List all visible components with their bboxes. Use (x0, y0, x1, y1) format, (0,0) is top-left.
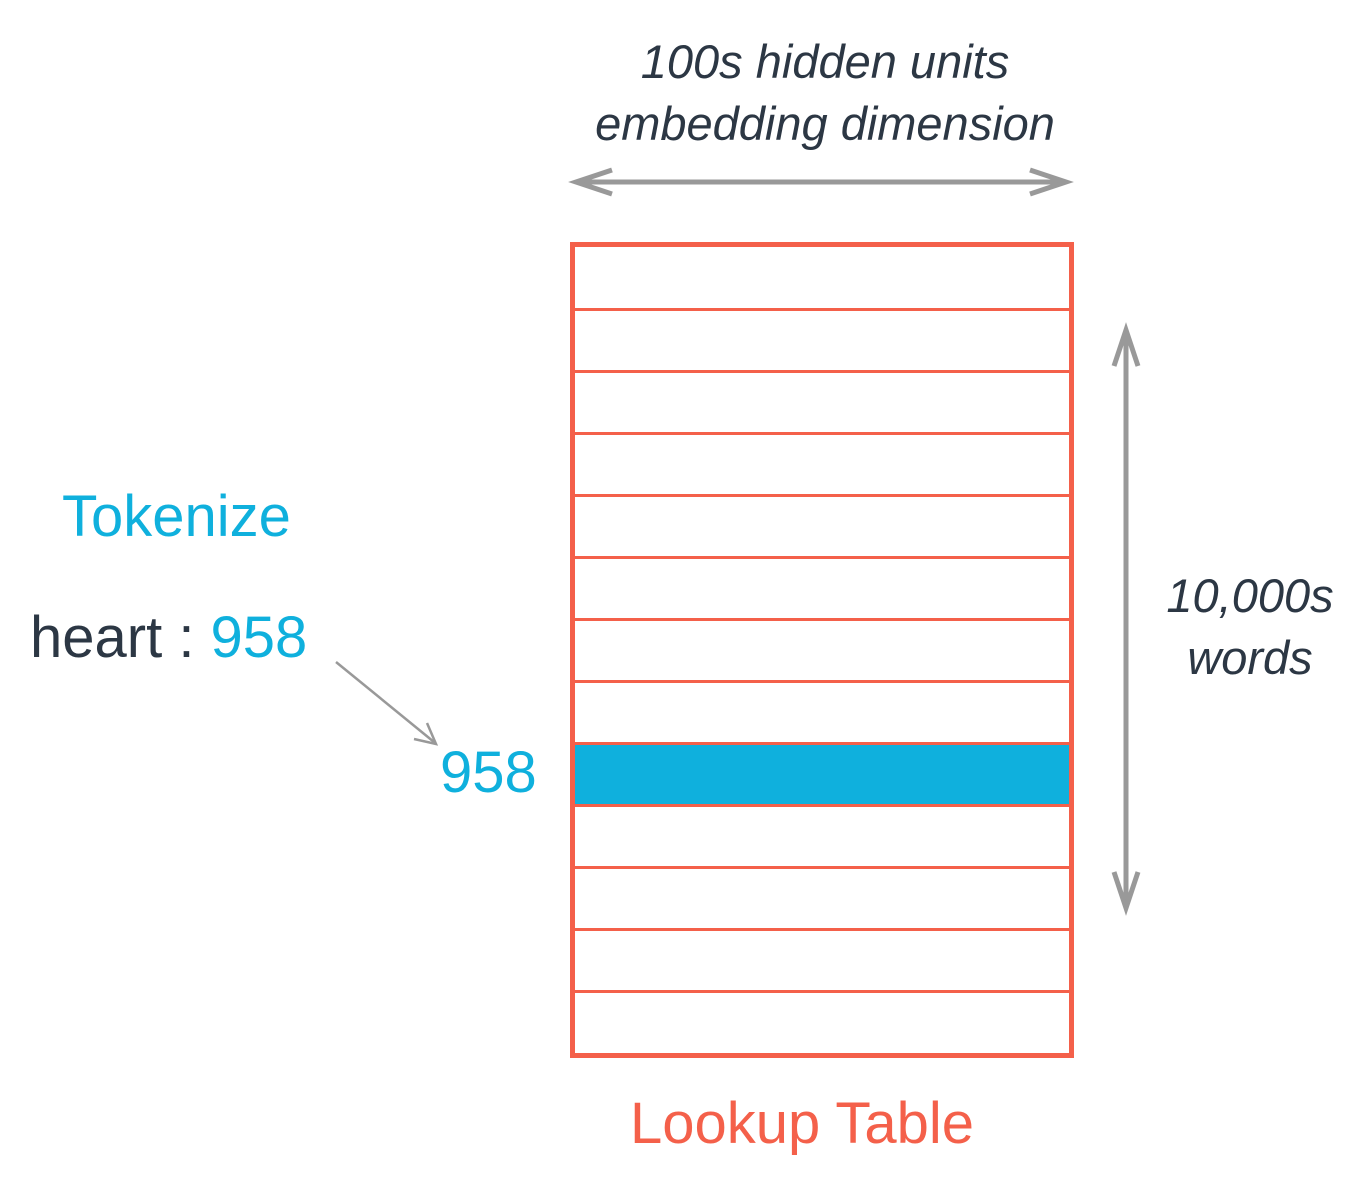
lookup-table-row-divider (575, 679, 1069, 683)
double-arrow-horizontal-icon (568, 167, 1074, 197)
embedding-dimension-label-line2: embedding dimension (595, 97, 1055, 150)
lookup-table-row-divider (575, 927, 1069, 931)
double-arrow-vertical-icon (1111, 322, 1141, 916)
token-separator: : (162, 605, 211, 670)
lookup-table-row-divider (575, 431, 1069, 435)
lookup-table-row-divider (575, 989, 1069, 993)
lookup-table-row-divider (575, 741, 1069, 745)
lookup-table-row-divider (575, 555, 1069, 559)
highlighted-row-index: 958 (440, 740, 537, 805)
lookup-table-row-divider (575, 369, 1069, 373)
vocab-size-label-line2: words (1187, 631, 1313, 684)
lookup-table-row-divider (575, 617, 1069, 621)
vocab-size-label-line1: 10,000s (1166, 569, 1334, 622)
tokenize-title: Tokenize (62, 484, 291, 549)
lookup-table-row-highlighted (575, 743, 1069, 805)
lookup-table-title: Lookup Table (630, 1091, 975, 1156)
lookup-table (570, 242, 1074, 1058)
arrow-pointer-icon (335, 661, 439, 746)
lookup-table-row-divider (575, 493, 1069, 497)
lookup-table-row-divider (575, 803, 1069, 807)
lookup-table-row-divider (575, 865, 1069, 869)
token-word: heart (30, 605, 163, 670)
token-mapping: heart : 958 (30, 609, 307, 667)
lookup-table-row-divider (575, 307, 1069, 311)
embedding-dimension-label-line1: 100s hidden units (640, 35, 1010, 88)
token-id: 958 (210, 605, 308, 670)
